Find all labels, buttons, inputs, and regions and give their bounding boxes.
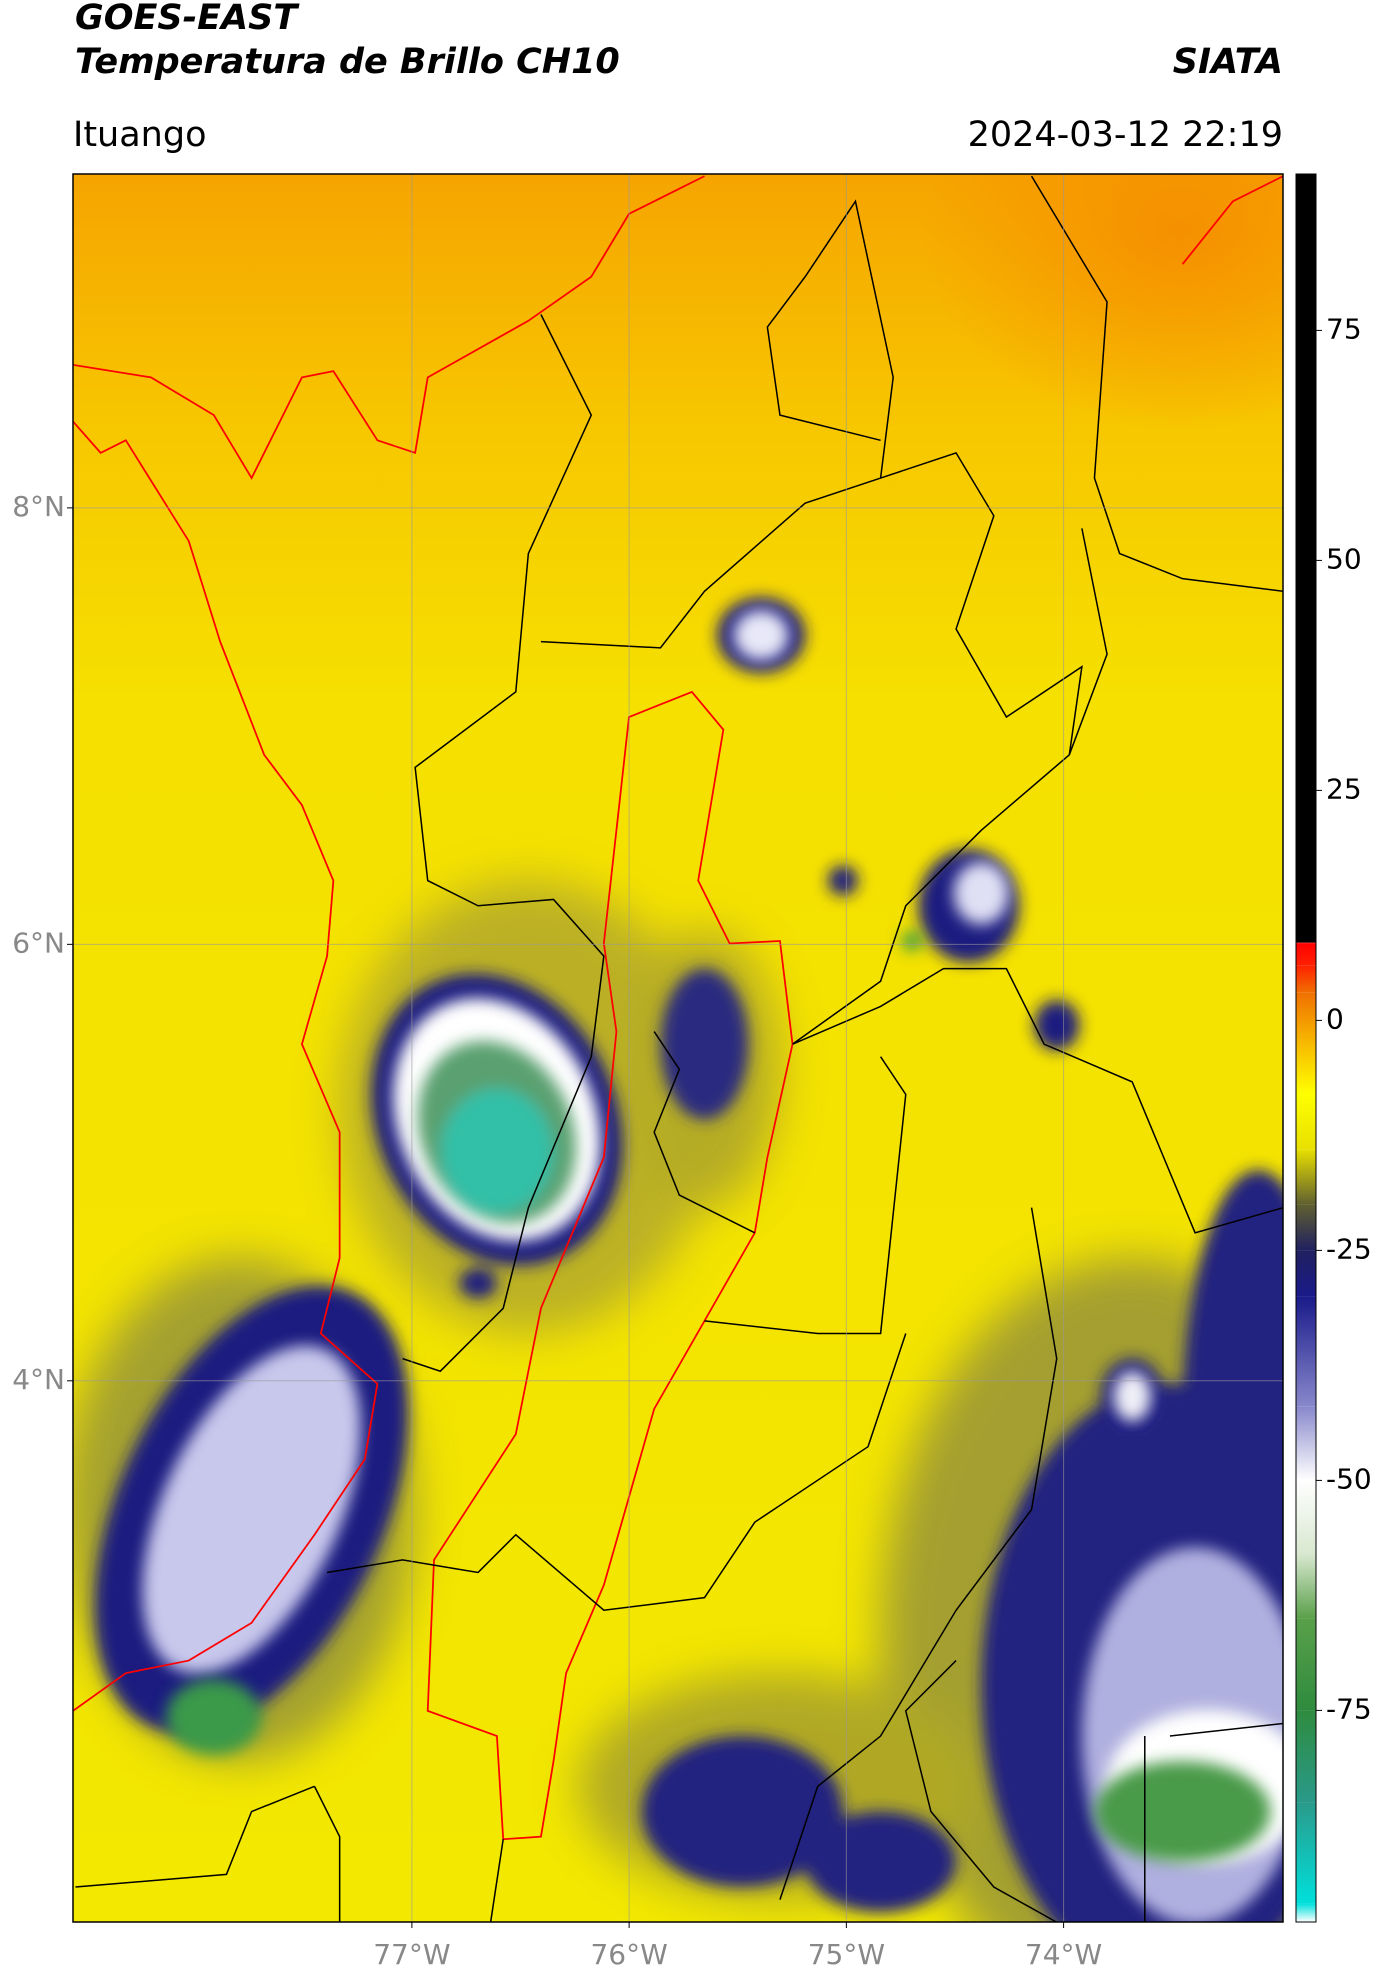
clouds (73, 597, 1283, 1922)
product: Temperatura de Brillo CH10 (75, 42, 620, 82)
colorbar-band (1296, 1554, 1316, 1619)
colorbar-tick-label: 75 (1326, 312, 1362, 345)
grid (73, 174, 1283, 1922)
colorbar: 75 50 25 0 -25 -50 -75 (1295, 173, 1372, 1923)
institution: SIATA (1173, 42, 1283, 82)
colorbar-band (1296, 1802, 1316, 1904)
warm-area (920, 174, 1283, 430)
colorbar-band (1296, 174, 1316, 943)
basin-outline (426, 690, 794, 1841)
colorbar-tick-label: -50 (1326, 1462, 1372, 1495)
lat-tick-label: 6°N (12, 926, 65, 959)
colorbar-band (1296, 1296, 1316, 1407)
lat-tick-label: 8°N (12, 490, 65, 523)
map (73, 174, 1283, 1922)
region: Ituango (73, 115, 207, 155)
colorbar-tick-label: 25 (1326, 772, 1362, 805)
colorbar-tick-label: 50 (1326, 542, 1362, 575)
colorbar-band (1296, 1149, 1316, 1205)
lon-tick-label: 75°W (808, 1938, 885, 1971)
lat-tick-label: 4°N (12, 1363, 65, 1396)
colorbar-band (1296, 1406, 1316, 1481)
colorbar-band (1296, 1048, 1316, 1094)
colorbar-band (1296, 1094, 1316, 1150)
colorbar-tick-label: -25 (1326, 1232, 1372, 1265)
colorbar-band (1296, 965, 1316, 993)
datetime: 2024-03-12 22:19 (968, 115, 1283, 155)
colorbar-tick-label: -75 (1326, 1692, 1372, 1725)
lon-tick-label: 77°W (373, 1938, 450, 1971)
colorbar-band (1296, 1618, 1316, 1711)
map-frame (72, 173, 1284, 1923)
lon-tick-label: 76°W (590, 1938, 667, 1971)
borders (73, 175, 1283, 1922)
lon-tick-label: 74°W (1025, 1938, 1102, 1971)
colorbar-band (1296, 992, 1316, 1048)
coastline (73, 175, 1283, 1712)
colorbar-band (1296, 1480, 1316, 1554)
colorbar-band (1296, 1250, 1316, 1297)
colorbar-tick-label: 0 (1326, 1002, 1344, 1035)
satellite: GOES-EAST (75, 0, 300, 38)
colorbar-band (1296, 1710, 1316, 1803)
colorbar-band (1296, 1903, 1316, 1922)
colorbar-frame (1295, 173, 1317, 1923)
department-borders (75, 175, 1283, 1922)
colorbar-band (1296, 942, 1316, 944)
colorbar-band (1296, 1204, 1316, 1251)
colorbar-band (1296, 943, 1316, 966)
